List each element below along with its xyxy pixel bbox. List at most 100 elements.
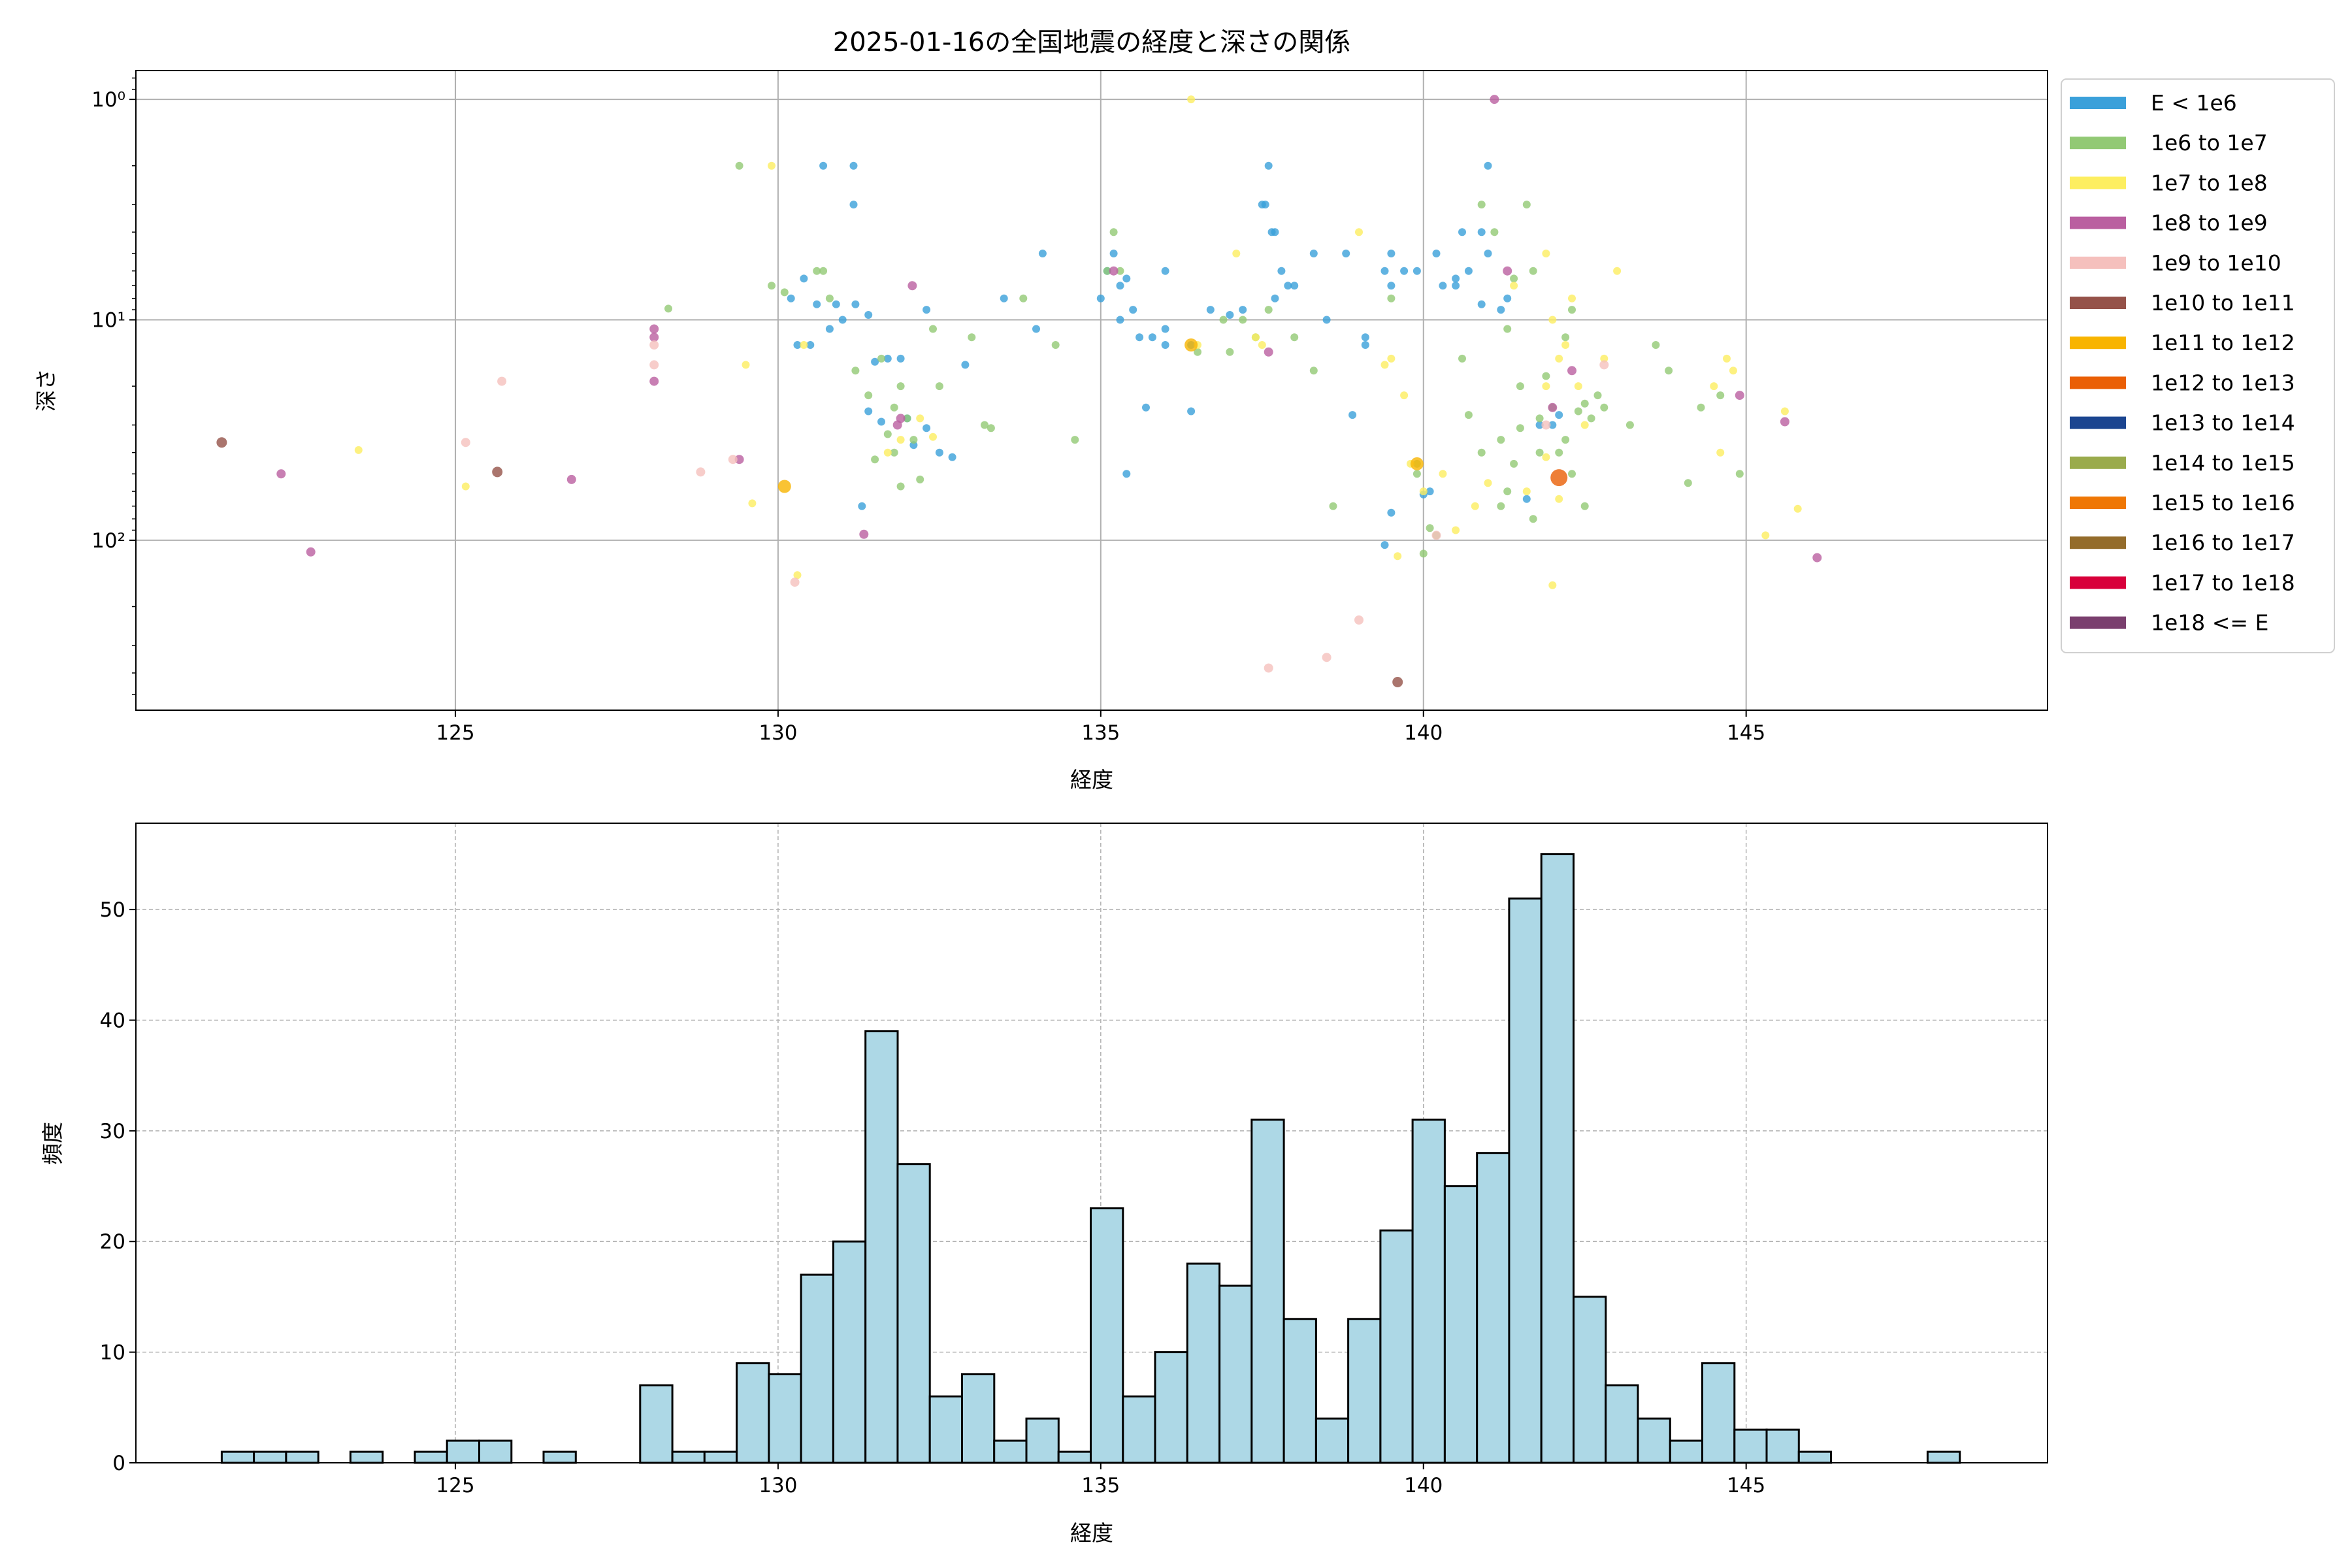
scatter-point (1439, 282, 1447, 290)
scatter-point (1490, 228, 1499, 237)
scatter-point (1032, 325, 1040, 333)
scatter-point (276, 469, 286, 479)
scatter-point (1419, 549, 1428, 558)
scatter-point (1477, 228, 1486, 237)
scatter-point (1529, 267, 1537, 275)
scatter-point (1574, 382, 1582, 391)
scatter-point (793, 571, 802, 580)
scatter-point (1226, 311, 1234, 319)
histogram-bar (1701, 1362, 1736, 1464)
scatter-point (1392, 677, 1403, 687)
scatter-point (1051, 341, 1060, 349)
scatter-point (1142, 403, 1150, 412)
scatter-point (1419, 487, 1428, 496)
scatter-point (825, 294, 834, 302)
scatter-point (1387, 354, 1396, 363)
scatter-point (1580, 421, 1589, 429)
histogram-bar (1476, 1152, 1511, 1464)
y-tick-label: 10¹ (91, 309, 125, 333)
scatter-point (1400, 391, 1409, 400)
scatter-point (566, 474, 576, 484)
scatter-point (800, 341, 808, 349)
scatter-point (883, 448, 892, 457)
histogram-bar (446, 1439, 481, 1464)
legend-frame (2061, 78, 2335, 653)
scatter-point (1503, 266, 1512, 276)
scatter-point (1329, 502, 1337, 510)
scatter-point (1348, 411, 1357, 419)
scatter-point (1555, 448, 1563, 457)
scatter-point (1219, 316, 1228, 324)
scatter-point (1361, 341, 1369, 349)
scatter-point (1355, 228, 1363, 237)
scatter-point (1729, 367, 1737, 375)
scatter-point (1271, 294, 1279, 302)
scatter-point (1503, 294, 1512, 302)
hist-ylabel: 頻度 (40, 1122, 65, 1165)
scatter-point (987, 424, 995, 433)
histogram-bar (928, 1395, 963, 1464)
histogram-bar (832, 1240, 867, 1464)
scatter-point (896, 382, 905, 391)
scatter-point (1290, 333, 1299, 342)
scatter-point (832, 300, 840, 308)
scatter-point (923, 306, 931, 314)
scatter-point (819, 161, 828, 170)
scatter-point (1497, 502, 1505, 510)
scatter-point (1535, 414, 1544, 423)
histogram-bar (768, 1373, 802, 1464)
scatter-point (1503, 325, 1512, 333)
x-tick-label: 135 (1081, 721, 1120, 745)
histogram-bar (1250, 1119, 1285, 1464)
scatter-point (1535, 448, 1544, 457)
scatter-point (1652, 341, 1660, 349)
scatter-point (742, 361, 750, 369)
scatter-point (1812, 553, 1822, 563)
scatter-point (461, 482, 470, 491)
scatter-point (1484, 161, 1492, 170)
histogram-bar (1347, 1318, 1382, 1464)
scatter-point (1413, 470, 1421, 478)
histogram-bar (1573, 1296, 1607, 1464)
histogram-bar (1154, 1351, 1188, 1464)
scatter-point (1548, 316, 1557, 324)
scatter-point (1580, 502, 1589, 510)
y-tick-label: 50 (100, 898, 125, 922)
scatter-point (734, 455, 744, 465)
scatter-point (1206, 306, 1215, 314)
x-tick-label: 145 (1727, 1474, 1765, 1497)
scatter-point (864, 311, 873, 319)
scatter-point (1426, 524, 1434, 532)
scatter-point (890, 403, 898, 412)
scatter-point (1264, 663, 1273, 673)
scatter-point (864, 391, 873, 400)
scatter-point (1561, 436, 1570, 444)
scatter-point (968, 333, 976, 342)
scatter-point (1780, 407, 1789, 416)
scatter-point (696, 467, 706, 477)
scatter-point (216, 437, 227, 448)
scatter-point (1613, 267, 1622, 275)
scatter-point (1426, 487, 1434, 496)
scatter-point (777, 480, 791, 493)
scatter-point (1184, 338, 1198, 351)
scatter-point (1342, 250, 1350, 257)
scatter-point (768, 282, 776, 290)
scatter-point (1071, 436, 1079, 444)
scatter-point (1567, 366, 1576, 376)
scatter-point (1522, 201, 1531, 209)
scatter-point (1387, 250, 1396, 257)
histogram-bar (1637, 1417, 1671, 1464)
legend-swatch (2070, 176, 2126, 189)
legend-label: 1e17 to 1e18 (2151, 570, 2295, 595)
scatter-point (1561, 333, 1570, 342)
scatter-point (1510, 459, 1518, 468)
histogram-bar (896, 1163, 931, 1464)
scatter-point (877, 354, 885, 363)
histogram-bar (1926, 1450, 1961, 1464)
scatter-point (1484, 250, 1492, 257)
legend: E < 1e6 1e6 to 1e7 1e7 to 1e8 1e8 to 1e9 1e9… (2061, 78, 2335, 653)
scatter-point (1761, 531, 1770, 540)
scatter-point (1096, 294, 1105, 302)
legend-swatch (2070, 616, 2126, 629)
